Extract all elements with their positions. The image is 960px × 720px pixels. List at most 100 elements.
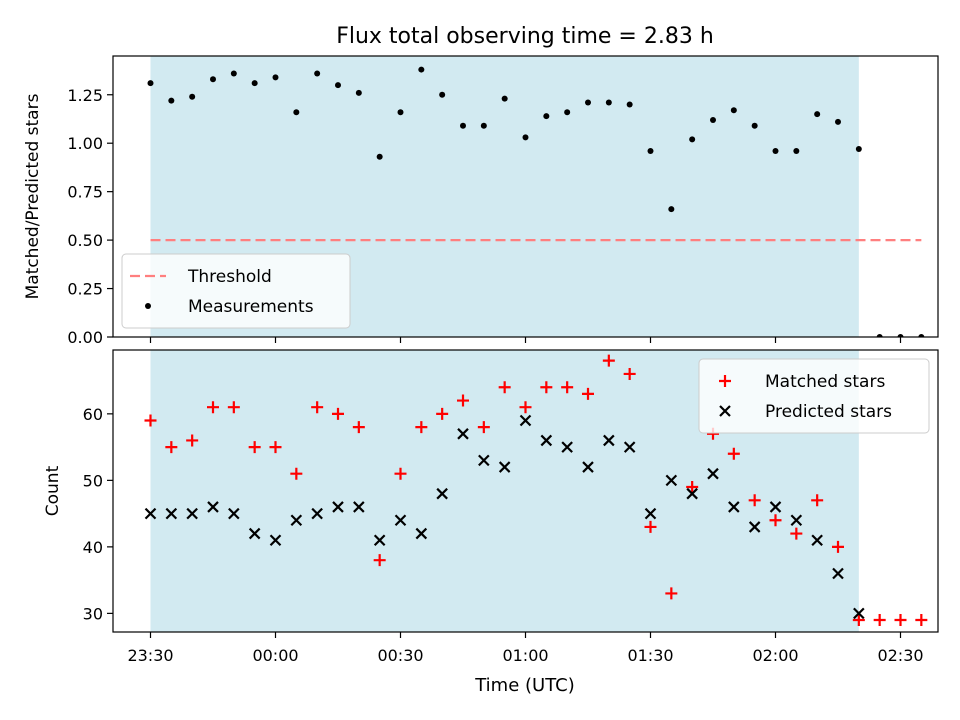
measurement-point <box>501 95 508 102</box>
legend-plus-swatch <box>719 375 731 387</box>
matched-star-point <box>582 387 594 400</box>
x-tick-label: 02:30 <box>877 646 923 665</box>
measurement-point <box>585 99 591 106</box>
predicted-star-point <box>644 507 657 520</box>
matched-star-point <box>144 414 157 427</box>
matched-star-point <box>290 467 303 480</box>
measurement-point <box>835 118 841 125</box>
predicted-star-point <box>207 501 219 513</box>
measurement-point <box>272 74 279 81</box>
matched-star-point <box>352 421 365 434</box>
predicted-star-point <box>707 467 719 480</box>
legend-label: Predicted stars <box>765 402 892 422</box>
legend: Matched stars Predicted stars <box>698 358 930 434</box>
plot-area <box>144 354 928 627</box>
matched-star-point <box>373 554 386 567</box>
matched-star-point <box>727 447 740 460</box>
predicted-star-point <box>290 514 303 527</box>
y-tick-label: 30 <box>83 604 103 623</box>
measurement-point <box>751 122 758 129</box>
predicted-star-point <box>436 487 448 500</box>
measurement-point <box>293 109 300 116</box>
predicted-star-point <box>603 434 615 447</box>
plot-area <box>147 66 925 337</box>
measurement-point <box>460 122 466 129</box>
measurement-point <box>439 91 446 98</box>
measurement-point <box>647 147 654 154</box>
measurement-point <box>314 70 321 77</box>
predicted-star-point <box>582 461 594 473</box>
measurement-point <box>251 80 258 87</box>
measurement-point <box>876 334 883 337</box>
matched-star-point <box>790 527 803 540</box>
matched-star-point <box>602 354 615 367</box>
measurement-point <box>793 147 800 154</box>
predicted-star-point <box>748 521 761 533</box>
matched-star-point <box>394 467 407 480</box>
y-axis-label: Matched/Predicted stars <box>23 93 43 299</box>
predicted-star-point <box>811 534 823 546</box>
matched-star-point <box>623 367 636 380</box>
y-tick-label: 40 <box>83 538 103 557</box>
predicted-star-point <box>353 501 365 513</box>
measurement-point <box>480 122 487 129</box>
y-tick-label: 60 <box>83 405 103 424</box>
measurement-point <box>335 82 341 89</box>
measurement-point <box>230 70 237 77</box>
measurement-point <box>397 109 404 116</box>
measurement-point <box>418 66 425 73</box>
matched-star-point <box>436 407 449 420</box>
matched-star-point <box>894 614 907 627</box>
matched-star-point <box>269 441 282 454</box>
predicted-star-point <box>415 527 428 540</box>
predicted-star-point <box>623 441 636 453</box>
matched-star-point <box>477 421 490 434</box>
legend-box <box>121 253 351 329</box>
count-panel: 30 40 50 60 23:30 00:00 00:30 01:00 01:30 02:00 02… <box>43 349 939 665</box>
matched-star-point <box>248 441 261 454</box>
x-tick-label: 02:00 <box>752 646 798 665</box>
predicted-star-point <box>269 534 282 546</box>
y-tick-label: 1.25 <box>67 86 103 105</box>
measurement-point <box>918 334 925 337</box>
predicted-star-point <box>228 507 240 520</box>
measurement-point <box>772 147 779 154</box>
matched-star-point <box>540 381 553 394</box>
x-tick-label: 00:00 <box>252 646 298 665</box>
y-tick-label: 0.75 <box>67 183 103 202</box>
measurement-point <box>522 134 529 141</box>
predicted-star-point <box>519 414 532 427</box>
legend-label: Measurements <box>188 297 314 317</box>
matched-star-point <box>769 514 782 527</box>
matched-star-point <box>415 421 428 434</box>
matched-star-point <box>519 401 532 414</box>
legend-label: Threshold <box>187 267 272 287</box>
measurement-point <box>689 136 696 143</box>
matched-star-point <box>873 614 886 627</box>
predicted-star-point <box>457 428 469 440</box>
y-tick-label: 1.00 <box>67 134 103 153</box>
legend-box <box>698 358 930 434</box>
matched-star-point <box>332 407 344 420</box>
y-tick-label: 50 <box>83 471 103 490</box>
matched-star-point <box>227 401 240 414</box>
measurement-point <box>626 101 633 108</box>
ratio-panel: 0.00 0.25 0.50 0.75 1.00 1.25 Matched/Predicte… <box>23 55 939 347</box>
legend-label: Matched stars <box>765 372 885 392</box>
matched-star-point <box>561 381 574 394</box>
x-tick-label: 23:30 <box>127 646 173 665</box>
matched-star-point <box>498 381 511 394</box>
matched-star-point <box>811 494 824 507</box>
measurement-point <box>605 99 612 106</box>
predicted-star-point <box>332 501 344 513</box>
y-tick-label: 0.00 <box>67 328 103 347</box>
predicted-star-point <box>186 507 198 520</box>
measurement-point <box>168 97 175 104</box>
y-tick-label: 0.25 <box>67 280 103 299</box>
measurement-point <box>668 206 675 213</box>
measurement-point <box>855 146 862 153</box>
predicted-star-point <box>665 474 678 487</box>
matched-star-point <box>748 494 761 507</box>
legend-x-swatch <box>719 405 731 417</box>
